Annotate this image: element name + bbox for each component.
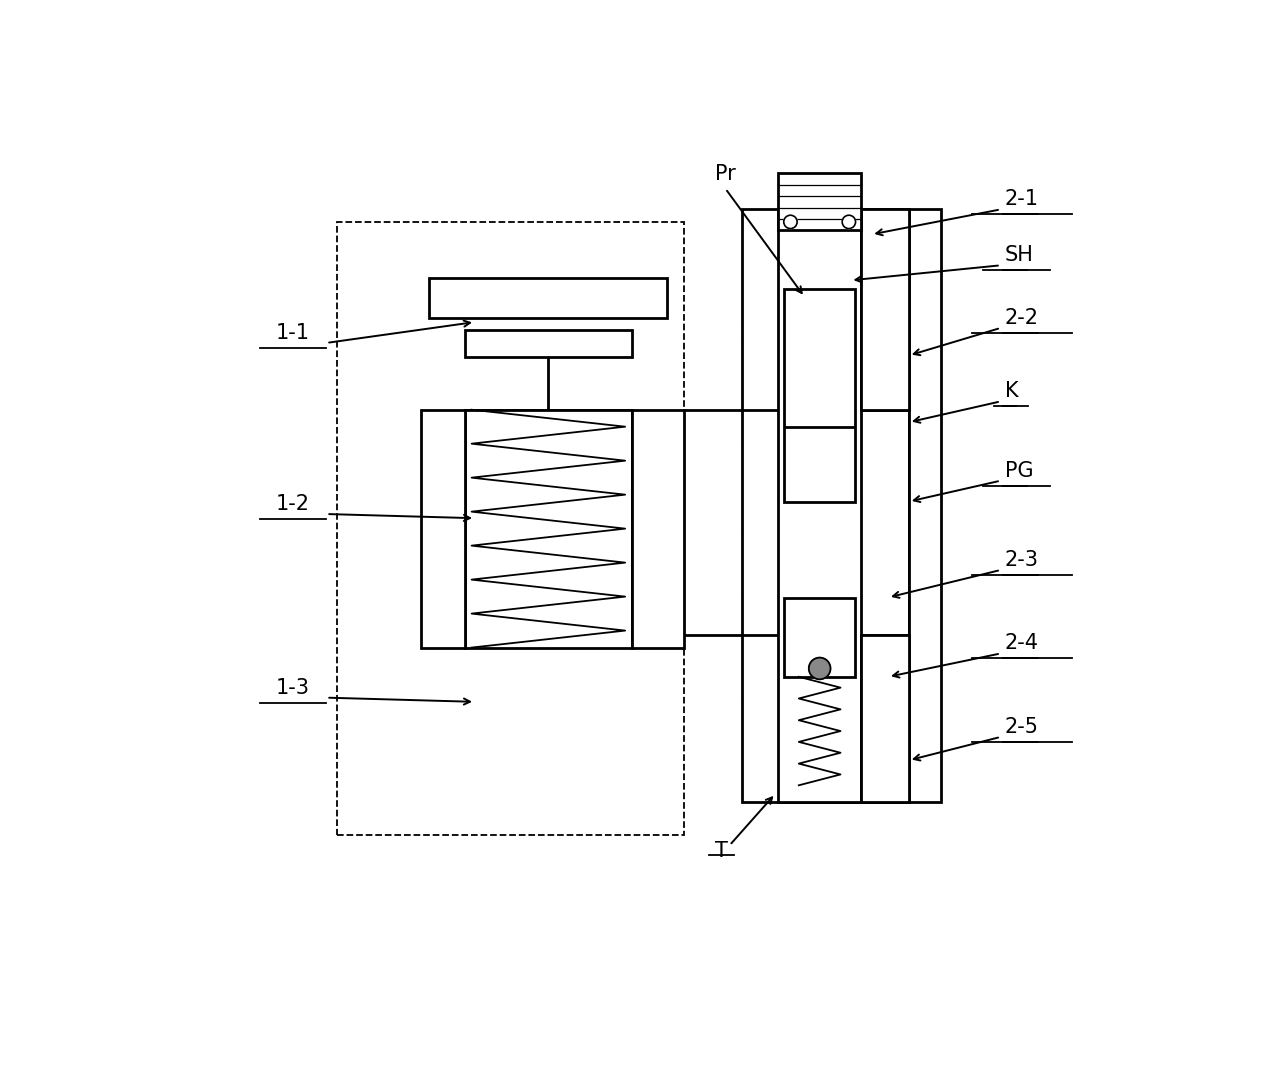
Bar: [784, 597, 855, 676]
Text: 2-2: 2-2: [1005, 308, 1040, 327]
Circle shape: [808, 658, 830, 680]
Bar: [429, 278, 667, 318]
Bar: [465, 410, 632, 647]
Text: 1-3: 1-3: [276, 678, 310, 698]
Text: 1-1: 1-1: [276, 323, 310, 343]
Text: 1-2: 1-2: [276, 494, 310, 514]
Circle shape: [784, 216, 797, 229]
Bar: [777, 173, 861, 230]
Text: Pr: Pr: [714, 165, 736, 184]
Bar: [420, 410, 465, 647]
Bar: [632, 410, 684, 647]
Bar: [908, 209, 941, 802]
Bar: [741, 209, 908, 802]
Text: 2-1: 2-1: [1005, 190, 1040, 209]
Text: T: T: [714, 841, 727, 861]
Bar: [784, 288, 855, 502]
Bar: [337, 222, 684, 836]
Bar: [861, 635, 908, 802]
Circle shape: [842, 216, 856, 229]
Text: 2-3: 2-3: [1005, 550, 1040, 570]
Text: 2-4: 2-4: [1005, 633, 1040, 654]
Bar: [861, 209, 908, 410]
Bar: [465, 330, 632, 357]
Bar: [777, 209, 861, 802]
Text: SH: SH: [1005, 245, 1034, 266]
Bar: [741, 209, 777, 802]
Text: 2-5: 2-5: [1005, 717, 1040, 737]
Text: PG: PG: [1005, 461, 1033, 480]
Text: K: K: [1005, 382, 1019, 401]
